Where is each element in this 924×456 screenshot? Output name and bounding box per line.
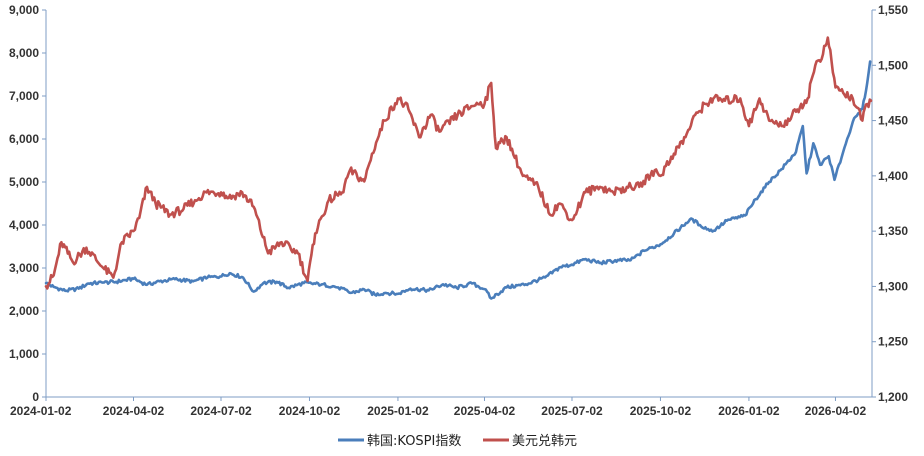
y-left-tick-label: 7,000 bbox=[9, 89, 39, 103]
y-right-tick-label: 1,200 bbox=[878, 390, 908, 404]
y-right-tick-label: 1,300 bbox=[878, 279, 908, 293]
x-tick-label: 2026-01-02 bbox=[718, 404, 780, 418]
y-right-tick-label: 1,550 bbox=[878, 3, 908, 17]
x-tick-label: 2024-01-02 bbox=[10, 404, 72, 418]
y-left-tick-label: 0 bbox=[32, 390, 39, 404]
y-left-tick-label: 5,000 bbox=[9, 175, 39, 189]
x-tick-label: 2025-01-02 bbox=[367, 404, 429, 418]
y-right-tick-label: 1,400 bbox=[878, 169, 908, 183]
y-right-tick-label: 1,450 bbox=[878, 114, 908, 128]
y-right-tick-label: 1,350 bbox=[878, 224, 908, 238]
y-left-tick-label: 2,000 bbox=[9, 304, 39, 318]
legend-label-kospi: 韩国:KOSPI指数 bbox=[367, 434, 461, 449]
y-left-tick-label: 3,000 bbox=[9, 261, 39, 275]
series-layer bbox=[44, 36, 873, 300]
x-tick-label: 2025-07-02 bbox=[541, 404, 603, 418]
series-line-kospi bbox=[44, 60, 872, 300]
legend-label-usd-krw: 美元兑韩元 bbox=[512, 434, 577, 449]
y-left-tick-label: 9,000 bbox=[9, 3, 39, 17]
y-left-tick-label: 8,000 bbox=[9, 46, 39, 60]
axes-layer: 0 1,000 2,000 3,000 4,000 5,000 6,000 7,000 8,00… bbox=[9, 3, 908, 418]
x-tick-label: 2024-04-02 bbox=[103, 404, 165, 418]
x-tick-label: 2026-04-02 bbox=[805, 404, 867, 418]
x-tick-label: 2024-07-02 bbox=[190, 404, 252, 418]
y-left-tick-label: 1,000 bbox=[9, 347, 39, 361]
y-left-tick-label: 6,000 bbox=[9, 132, 39, 146]
x-tick-label: 2025-10-02 bbox=[630, 404, 692, 418]
y-left-tick-label: 4,000 bbox=[9, 218, 39, 232]
y-right-tick-label: 1,250 bbox=[878, 335, 908, 349]
x-tick-label: 2024-10-02 bbox=[279, 404, 341, 418]
x-tick-label: 2025-04-02 bbox=[454, 404, 516, 418]
y-right-tick-label: 1,500 bbox=[878, 58, 908, 72]
legend: 韩国:KOSPI指数 美元兑韩元 bbox=[338, 434, 577, 449]
series-line-usd-krw bbox=[44, 36, 873, 290]
